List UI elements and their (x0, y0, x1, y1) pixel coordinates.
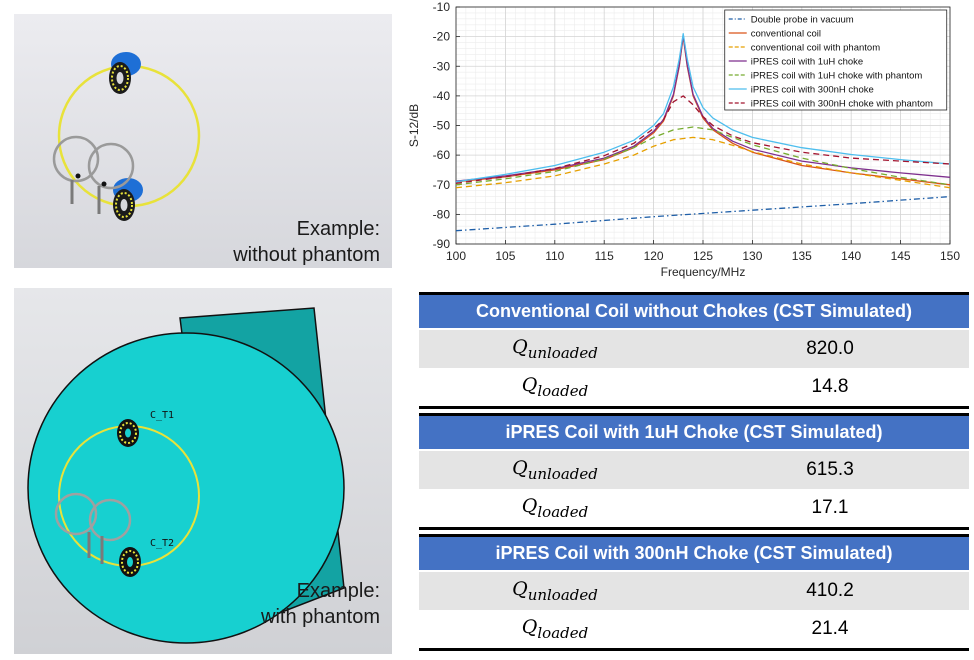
probe-loops (52, 135, 135, 214)
y-tick-label: -60 (433, 148, 451, 162)
caption-line-2: without phantom (233, 244, 380, 266)
y-tick-label: -10 (433, 0, 451, 14)
y-tick-label: -20 (433, 30, 451, 44)
table-row-unloaded: Qunloaded 410.2 (419, 572, 969, 610)
phantom-model-drawing: C_T1 C_T2 (27, 307, 345, 644)
legend-label-3: iPRES coil with 1uH choke (751, 57, 863, 68)
q-table-conventional: Conventional Coil without Chokes (CST Si… (419, 292, 969, 409)
caption-without-phantom: Example: without phantom (233, 216, 380, 268)
table-header: iPRES Coil with 300nH Choke (CST Simulat… (419, 534, 969, 572)
simulation-image-with-phantom: C_T1 C_T2 Example: with phantom (14, 288, 392, 654)
x-tick-label: 120 (644, 249, 664, 263)
q-table-1uh-choke: iPRES Coil with 1uH Choke (CST Simulated… (419, 413, 969, 530)
x-tick-label: 130 (742, 249, 762, 263)
simulation-image-without-phantom: Example: without phantom (14, 14, 392, 268)
x-tick-label: 100 (446, 249, 466, 263)
upper-choke-toroid (109, 52, 141, 94)
x-tick-label: 135 (792, 249, 812, 263)
y-axis-label: S-12/dB (407, 104, 421, 147)
series-line-4 (455, 126, 951, 186)
q-loaded-value: 17.1 (811, 497, 849, 518)
y-tick-label: -90 (433, 237, 451, 251)
lower-choke-toroid (119, 547, 141, 577)
q-unloaded-value: 615.3 (806, 459, 854, 480)
caption-line-1: Example: (296, 580, 380, 602)
table-row-loaded: Qloaded 17.1 (419, 489, 969, 530)
table-row-loaded: Qloaded 14.8 (419, 368, 969, 409)
probe-loops (54, 492, 132, 564)
q-unloaded-value: 820.0 (806, 338, 854, 359)
series-line-6 (455, 95, 951, 184)
x-tick-label: 110 (545, 249, 564, 263)
x-tick-label: 145 (891, 249, 911, 263)
table-header: Conventional Coil without Chokes (CST Si… (419, 292, 969, 330)
q-loaded-label: Qloaded (521, 495, 589, 521)
q-unloaded-label: Qunloaded (512, 578, 598, 604)
x-axis-label: Frequency/MHz (661, 265, 746, 279)
label-c-t2: C_T2 (150, 538, 174, 549)
table-row-unloaded: Qunloaded 820.0 (419, 330, 969, 368)
x-tick-label: 105 (495, 249, 515, 263)
upper-choke-toroid (117, 419, 139, 447)
q-loaded-value: 21.4 (811, 618, 849, 639)
y-tick-label: -80 (433, 207, 451, 221)
lower-choke-toroid (113, 178, 143, 221)
coil-model-drawing (52, 52, 201, 221)
x-tick-label: 115 (595, 249, 614, 263)
q-unloaded-label: Qunloaded (512, 336, 598, 362)
legend-box (724, 9, 948, 111)
x-tick-label: 125 (693, 249, 713, 263)
caption-line-2: with phantom (261, 606, 380, 628)
label-c-t1: C_T1 (150, 410, 174, 421)
y-tick-label: -50 (433, 119, 451, 133)
caption-with-phantom: Example: with phantom (261, 578, 380, 630)
caption-line-1: Example: (296, 218, 380, 240)
table-row-unloaded: Qunloaded 615.3 (419, 451, 969, 489)
legend-label-5: iPRES coil with 300nH choke (751, 85, 874, 96)
y-tick-label: -30 (433, 59, 451, 73)
s12-frequency-chart: 100 105 110 115 120 125 130 135 140 145 150 -10 -20 -… (400, 0, 974, 286)
x-tick-label: 150 (940, 249, 960, 263)
q-unloaded-label: Qunloaded (512, 457, 598, 483)
chart-svg: 100 105 110 115 120 125 130 135 140 145 150 -10 -20 -… (407, 0, 960, 279)
table-header: iPRES Coil with 1uH Choke (CST Simulated… (419, 413, 969, 451)
legend-label-2: conventional coil with phantom (751, 43, 880, 54)
legend-label-1: conventional coil (751, 29, 821, 40)
series-line-5 (455, 33, 951, 183)
q-loaded-value: 14.8 (811, 376, 849, 397)
legend-label-6: iPRES coil with 300nH choke with phantom (751, 99, 933, 110)
q-loaded-label: Qloaded (521, 616, 589, 642)
y-tick-label: -70 (433, 178, 451, 192)
y-tick-label: -40 (433, 89, 451, 103)
table-row-loaded: Qloaded 21.4 (419, 610, 969, 651)
legend-label-0: Double probe in vacuum (751, 15, 854, 26)
legend-label-4: iPRES coil with 1uH choke with phantom (751, 71, 923, 82)
q-table-300nh-choke: iPRES Coil with 300nH Choke (CST Simulat… (419, 534, 969, 651)
x-tick-label: 140 (841, 249, 861, 263)
series-line-2 (455, 136, 951, 189)
q-unloaded-value: 410.2 (806, 580, 854, 601)
q-loaded-label: Qloaded (521, 374, 589, 400)
series-line-0 (455, 195, 951, 232)
